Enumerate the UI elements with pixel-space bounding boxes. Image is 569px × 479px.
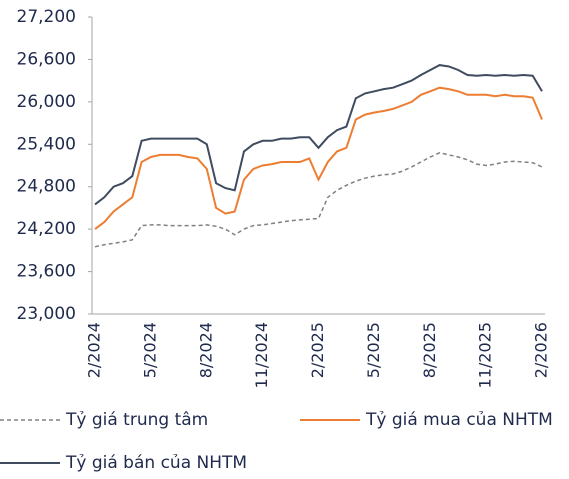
x-tick-label: 8/2024 — [196, 322, 215, 378]
series-line — [94, 86, 543, 230]
legend-label: Tỷ giá bán của NHTM — [65, 453, 247, 473]
legend-label: Tỷ giá mua của NHTM — [365, 410, 553, 430]
x-tick-label: 2/2024 — [85, 322, 104, 378]
x-tick-label: 11/2025 — [476, 322, 495, 388]
y-tick-label: 26,600 — [17, 49, 76, 69]
x-tick-label: 2/2025 — [308, 322, 327, 378]
x-tick-label: 11/2024 — [252, 322, 271, 388]
y-tick-label: 24,800 — [17, 177, 76, 197]
legend-label: Tỷ giá trung tâm — [65, 410, 208, 430]
y-tick-label: 23,000 — [17, 304, 76, 324]
x-tick-label: 5/2025 — [364, 322, 383, 378]
series-line — [94, 64, 543, 206]
y-tick-label: 23,600 — [17, 262, 76, 282]
y-tick-label: 24,200 — [17, 219, 76, 239]
y-tick-label: 27,200 — [17, 7, 76, 27]
x-tick-label: 2/2026 — [532, 322, 551, 378]
y-tick-label: 25,400 — [17, 134, 76, 154]
y-tick-label: 26,000 — [17, 92, 76, 112]
series-line — [94, 152, 543, 248]
x-tick-label: 5/2024 — [140, 322, 159, 378]
x-tick-label: 8/2025 — [420, 322, 439, 378]
